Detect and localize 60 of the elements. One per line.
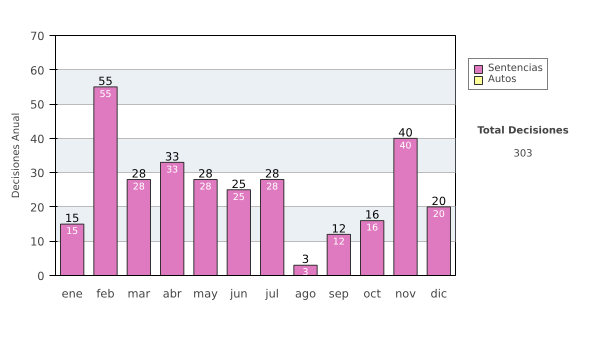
total-label: 12 xyxy=(332,221,346,236)
data-label: 28 xyxy=(200,182,212,192)
data-label: 16 xyxy=(366,222,378,234)
y-tick-label: 20 xyxy=(30,200,45,214)
x-tick-label: jun xyxy=(229,286,248,300)
data-label: 40 xyxy=(400,140,412,152)
bar xyxy=(93,86,118,276)
bar xyxy=(360,220,384,276)
bar xyxy=(193,179,218,276)
x-tick-label: may xyxy=(193,286,218,300)
y-axis-title: Decisiones Anual xyxy=(11,112,22,198)
data-label: 28 xyxy=(132,182,145,192)
total-label: 20 xyxy=(432,194,446,208)
x-tick-label: sep xyxy=(328,286,349,300)
text: Total Decisiones xyxy=(477,125,569,136)
total-label: 55 xyxy=(98,74,113,88)
bar xyxy=(393,138,418,276)
bar xyxy=(226,189,251,276)
data-label: 20 xyxy=(432,208,445,220)
total-label: 28 xyxy=(132,166,146,180)
x-tick-label: ago xyxy=(294,286,316,300)
total-label: 15 xyxy=(64,211,80,226)
legend-label: Autos xyxy=(488,74,516,85)
total-label: 28 xyxy=(198,166,213,180)
data-label: 3 xyxy=(302,267,309,278)
y-tick-label: 60 xyxy=(30,63,45,78)
y-tick-label: 30 xyxy=(30,166,45,180)
y-tick-label: 40 xyxy=(30,132,45,146)
data-label: 33 xyxy=(166,164,178,176)
total-label: 16 xyxy=(364,208,380,222)
bar xyxy=(60,224,84,276)
bar xyxy=(326,234,351,276)
bar xyxy=(126,179,151,276)
bar xyxy=(160,162,184,276)
x-tick-label: oct xyxy=(363,286,382,300)
y-tick-label: 10 xyxy=(30,234,45,249)
x-tick-label: abr xyxy=(162,286,182,300)
total-label: 40 xyxy=(398,125,413,140)
x-tick-label: nov xyxy=(395,286,416,300)
data-label: 12 xyxy=(332,236,345,248)
total-label: 25 xyxy=(232,176,246,191)
total-label: 28 xyxy=(264,166,280,180)
legend-label: Sentencias xyxy=(488,63,543,74)
x-tick-label: dic xyxy=(430,286,448,300)
bar xyxy=(426,206,451,276)
x-tick-label: mar xyxy=(128,286,150,300)
data-label: 15 xyxy=(66,226,78,238)
data-label: 55 xyxy=(100,88,112,100)
x-tick-label: jul xyxy=(264,286,279,300)
y-tick-label: 0 xyxy=(37,269,45,283)
total-label: 33 xyxy=(164,149,180,164)
y-tick-label: 50 xyxy=(30,98,45,112)
x-tick-label: ene xyxy=(62,286,83,300)
data-label: 28 xyxy=(266,182,278,192)
x-tick-label: feb xyxy=(96,286,115,300)
total-label: 3 xyxy=(302,252,310,266)
bar xyxy=(260,179,284,276)
y-tick-label: 70 xyxy=(30,29,45,43)
data-label: 25 xyxy=(232,192,245,203)
text: 303 xyxy=(513,148,533,160)
